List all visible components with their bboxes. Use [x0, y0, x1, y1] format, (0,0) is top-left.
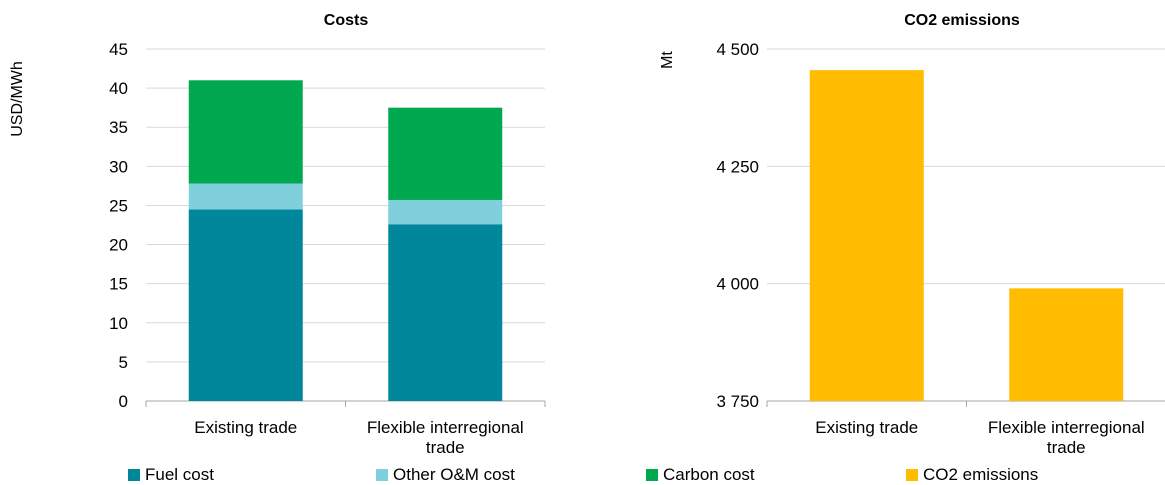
chart1-x-tick-label: Flexible interregional [367, 418, 524, 437]
legend-label-co2-emissions: CO2 emissions [923, 465, 1039, 484]
chart1-x-tick-label: trade [426, 438, 465, 457]
chart1-y-tick-label: 35 [109, 118, 128, 137]
chart1-y-tick-label: 40 [109, 79, 128, 98]
chart1-y-tick-label: 5 [119, 353, 128, 372]
chart2-y-tick-label: 4 250 [716, 157, 759, 176]
chart1-y-tick-label: 10 [109, 314, 128, 333]
chart1-x-tick-label: Existing trade [194, 418, 297, 437]
legend-item-co2-emissions: CO2 emissions [906, 465, 1038, 485]
chart1-bar-fuel-cost [388, 224, 503, 401]
chart1-bar-other-o-m-cost [388, 199, 503, 225]
chart2-x-tick-label: Existing trade [815, 418, 918, 437]
chart1-bar-other-o-m-cost [188, 183, 303, 210]
chart1-bar-carbon-cost [188, 80, 303, 184]
chart1-y-tick-label: 30 [109, 157, 128, 176]
legend-swatch-carbon-cost [646, 469, 658, 481]
legend-swatch-co2-emissions [906, 469, 918, 481]
legend-label-other-om-cost: Other O&M cost [393, 465, 515, 484]
chart2-y-tick-label: 4 500 [716, 40, 759, 59]
chart2-bar-co2-emissions [1009, 288, 1124, 401]
legend-swatch-other-om-cost [376, 469, 388, 481]
chart2-x-tick-label: trade [1047, 438, 1086, 457]
chart2-y-axis-label: Mt [659, 51, 676, 69]
chart1-y-tick-label: 45 [109, 40, 128, 59]
legend-label-fuel-cost: Fuel cost [145, 465, 214, 484]
chart1-y-tick-label: 0 [119, 392, 128, 411]
chart1-y-tick-label: 15 [109, 275, 128, 294]
chart2-x-tick-label: Flexible interregional [988, 418, 1145, 437]
chart2-title: CO2 emissions [904, 12, 1020, 29]
legend-swatch-fuel-cost [128, 469, 140, 481]
chart1-bar-fuel-cost [188, 209, 303, 401]
chart1-title: Costs [324, 12, 369, 29]
legend-item-other-om-cost: Other O&M cost [376, 465, 515, 485]
legend-item-fuel-cost: Fuel cost [128, 465, 214, 485]
chart1-bar-carbon-cost [388, 107, 503, 200]
chart1-y-tick-label: 20 [109, 236, 128, 255]
chart1-y-tick-label: 25 [109, 196, 128, 215]
chart2-bar-co2-emissions [809, 70, 924, 402]
legend-item-carbon-cost: Carbon cost [646, 465, 755, 485]
chart2-y-tick-label: 3 750 [716, 392, 759, 411]
legend-label-carbon-cost: Carbon cost [663, 465, 755, 484]
chart2-y-tick-label: 4 000 [716, 275, 759, 294]
chart1-y-axis-label: USD/MWh [9, 61, 26, 137]
